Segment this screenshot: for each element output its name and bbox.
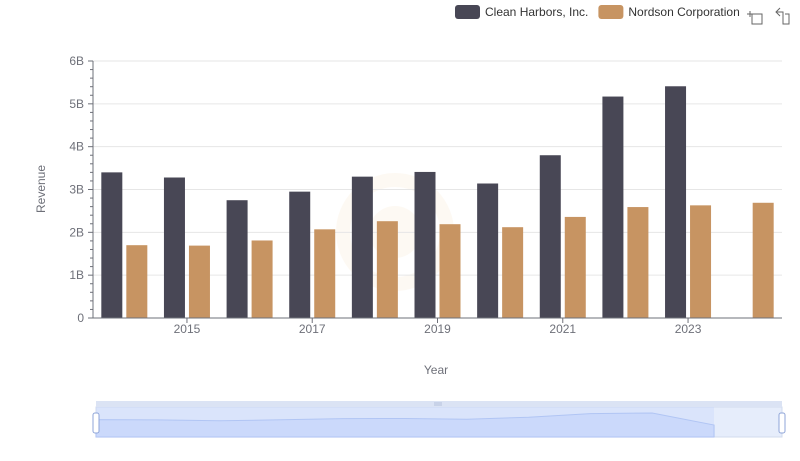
y-tick-label: 2B	[69, 225, 84, 239]
legend-swatch	[455, 5, 480, 19]
data-zoom-left-handle[interactable]	[92, 412, 100, 434]
bar-2015-clean-harbors[interactable]	[163, 177, 185, 318]
data-zoom-move-handle[interactable]	[434, 402, 442, 406]
zoom-select-icon[interactable]	[747, 11, 763, 25]
legend-label: Clean Harbors, Inc.	[485, 5, 588, 19]
bar-2022-clean-harbors[interactable]	[602, 96, 624, 318]
bar-2017-clean-harbors[interactable]	[289, 191, 311, 318]
data-zoom-slider[interactable]	[92, 401, 786, 438]
y-tick-label: 1B	[69, 268, 84, 282]
y-tick-label: 0	[77, 311, 84, 325]
bar-2014-clean-harbors[interactable]	[101, 172, 123, 318]
y-tick-label: 5B	[69, 97, 84, 111]
data-zoom-preview	[95, 412, 715, 438]
bar-2022-nordson[interactable]	[627, 207, 649, 318]
bar-2019-nordson[interactable]	[439, 224, 461, 318]
bar-2019-clean-harbors[interactable]	[414, 171, 436, 318]
x-tick-label: 2015	[174, 322, 201, 336]
bar-2016-nordson[interactable]	[251, 240, 273, 318]
bar-2020-nordson[interactable]	[502, 227, 524, 318]
y-axis: 0 1B 2B 3B 4B 5B 6B	[69, 54, 94, 325]
data-zoom-right-handle[interactable]	[778, 412, 786, 434]
legend-item-clean-harbors[interactable]: Clean Harbors, Inc.	[455, 5, 588, 19]
x-axis-title: Year	[424, 363, 448, 377]
y-tick-label: 4B	[69, 140, 84, 154]
legend[interactable]: Clean Harbors, Inc. Nordson Corporation	[455, 5, 740, 19]
y-axis-title: Revenue	[34, 165, 48, 213]
bar-2017-nordson[interactable]	[314, 229, 336, 318]
restore-icon[interactable]	[775, 7, 790, 25]
x-tick-label: 2023	[675, 322, 702, 336]
bar-2015-nordson[interactable]	[188, 245, 210, 318]
bar-2024-nordson[interactable]	[752, 202, 774, 318]
bar-2018-clean-harbors[interactable]	[351, 176, 373, 318]
bar-2023-nordson[interactable]	[690, 205, 712, 318]
bar-2016-clean-harbors[interactable]	[226, 200, 248, 318]
bar-2014-nordson[interactable]	[126, 245, 148, 318]
x-tick-label: 2021	[549, 322, 576, 336]
legend-label: Nordson Corporation	[628, 5, 739, 19]
bar-2021-clean-harbors[interactable]	[539, 155, 561, 318]
x-tick-label: 2017	[299, 322, 326, 336]
bar-2021-nordson[interactable]	[564, 216, 586, 318]
bar-2018-nordson[interactable]	[376, 221, 398, 318]
y-tick-label: 6B	[69, 54, 84, 68]
data-zoom-selection[interactable]	[96, 407, 714, 437]
bars	[101, 86, 774, 318]
x-tick-label: 2019	[424, 322, 451, 336]
legend-swatch	[598, 5, 624, 19]
bar-2020-clean-harbors[interactable]	[477, 183, 499, 318]
bar-2023-clean-harbors[interactable]	[665, 86, 687, 318]
x-axis: 2015 2017 2019 2021 2023	[93, 317, 782, 336]
y-tick-label: 3B	[69, 183, 84, 197]
legend-item-nordson[interactable]: Nordson Corporation	[598, 5, 740, 19]
